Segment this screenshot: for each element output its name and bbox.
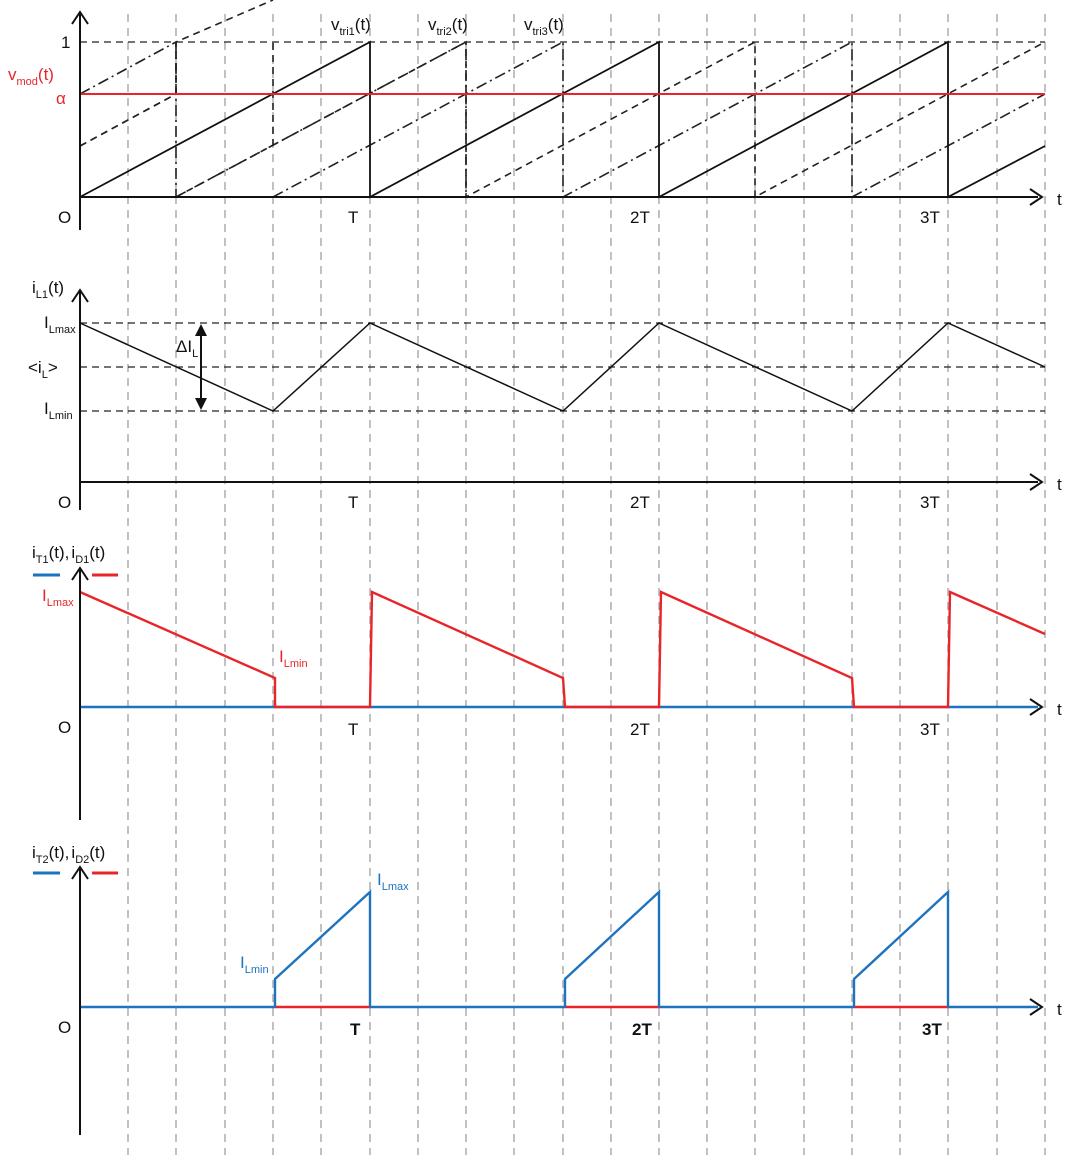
origin-label: O (58, 718, 71, 737)
x-axis-label: t (1057, 190, 1062, 209)
x-axis-arrow (1029, 998, 1044, 1016)
id1-current-waveform (79, 590, 1046, 709)
delta-il-label: ΔIL (176, 337, 198, 360)
y-axis-label: iT2(t), iD2(t) (32, 843, 105, 866)
period-label-2T: 2T (632, 1020, 652, 1039)
y-axis-label: iL1(t) (32, 278, 64, 301)
ilmax-label: ILmax (42, 586, 74, 609)
y-axis-label: iT1(t), iD1(t) (32, 543, 105, 566)
period-label-T: T (350, 1020, 361, 1039)
vtri2-label: vtri2(t) (428, 15, 468, 38)
period-label-T: T (348, 208, 358, 227)
panel-t2-d2-currents: iT2(t), iD2(t) ILmax ILmin O t T 2T 3T (32, 843, 1062, 1135)
delta-il-arrow (195, 324, 207, 410)
origin-label: O (58, 493, 71, 512)
y-axis-arrow (71, 10, 89, 25)
ilmax-label: ILmax (44, 313, 76, 336)
it2-current-pulse-3 (852, 889, 950, 1007)
inductor-current-waveform (79, 322, 1046, 412)
period-label-2T: 2T (630, 208, 650, 227)
x-axis-arrow (1029, 473, 1044, 491)
x-axis-label: t (1057, 475, 1062, 494)
it2-current-pulse-1 (273, 889, 372, 1007)
ilmin-label: ILmin (279, 647, 308, 670)
x-axis-label: t (1057, 700, 1062, 719)
panel-inductor-current: ΔIL iL1(t) ILmax <iL> ILmin O t T 2T 3T (28, 278, 1062, 512)
period-label-3T: 3T (922, 1020, 942, 1039)
panel-carriers: 1 vmod(t) α O t T 2T 3T vtri1(t) vtri2(t… (8, 0, 1062, 230)
vtri3-label: vtri3(t) (524, 15, 564, 38)
ilmax-label: ILmax (377, 870, 409, 893)
vmod-label: vmod(t) (8, 65, 54, 88)
period-label-2T: 2T (630, 493, 650, 512)
y-axis-arrow (71, 566, 89, 581)
origin-label: O (58, 208, 71, 227)
period-label-3T: 3T (920, 493, 940, 512)
ilmin-label: ILmin (44, 399, 73, 422)
period-label-2T: 2T (630, 720, 650, 739)
y-axis-arrow (71, 288, 89, 303)
x-axis-arrow (1029, 698, 1044, 716)
origin-label: O (58, 1018, 71, 1037)
ilmin-label: ILmin (240, 953, 269, 976)
period-label-T: T (348, 493, 358, 512)
carrier-vtri1 (79, 40, 1046, 199)
vtri1-label: vtri1(t) (331, 15, 371, 38)
period-label-3T: 3T (920, 208, 940, 227)
x-axis-arrow (1029, 188, 1044, 206)
alpha-label: α (56, 89, 66, 108)
it2-current-pulse-2 (563, 889, 661, 1007)
period-label-T: T (348, 720, 358, 739)
panel-t1-d1-currents: iT1(t), iD1(t) ILmax ILmin O t T 2T 3T (32, 543, 1062, 820)
iavg-label: <iL> (28, 358, 58, 381)
period-label-3T: 3T (920, 720, 940, 739)
x-axis-label: t (1057, 1000, 1062, 1019)
y-tick-one: 1 (61, 33, 70, 52)
y-axis-arrow (71, 865, 89, 880)
